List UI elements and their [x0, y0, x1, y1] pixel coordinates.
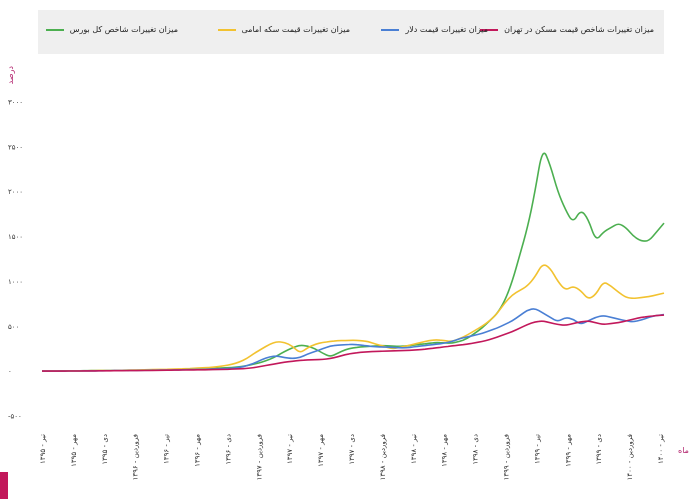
x-tick-label: تیر - ۱۴۰۰: [657, 434, 665, 464]
x-tick-label: تیر - ۱۳۹۸: [410, 434, 418, 464]
y-tick-label: -۵۰۰: [8, 413, 22, 421]
x-tick-label: فروردین - ۱۳۹۸: [379, 434, 387, 480]
chart-legend: میزان تغییرات شاخص قیمت مسکن در تهران می…: [38, 10, 664, 54]
y-tick-label: ۳۰۰۰: [8, 99, 23, 107]
legend-label-housing: میزان تغییرات شاخص قیمت مسکن در تهران: [504, 25, 654, 34]
x-tick-label: دی - ۱۳۹۵: [101, 434, 109, 465]
x-tick-label: مهر - ۱۳۹۷: [317, 434, 325, 467]
x-tick-label: فروردین - ۱۴۰۰: [626, 434, 634, 480]
legend-label-stock: میزان تغییرات شاخص کل بورس: [69, 25, 178, 34]
x-tick-label: تیر - ۱۳۹۹: [533, 434, 541, 464]
series-line-0: [41, 152, 665, 372]
y-tick-label: ۱۰۰۰: [8, 278, 23, 286]
x-tick-label: مهر - ۱۳۹۸: [441, 434, 449, 467]
legend-swatch-stock: [45, 28, 64, 31]
x-tick-label: مهر - ۱۳۹۶: [194, 434, 202, 467]
legend-entry-stock: میزان تغییرات شاخص کل بورس: [45, 25, 178, 34]
y-tick-label: ۲۰۰۰: [8, 188, 23, 196]
legend-label-dollar: میزان تغییرات قیمت دلار: [405, 25, 488, 34]
legend-label-coin: میزان تغییرات قیمت سکه امامی: [241, 25, 351, 34]
y-tick-label: ۱۵۰۰: [8, 233, 23, 241]
brand-mark: [0, 472, 8, 499]
x-tick-label: دی - ۱۳۹۷: [348, 434, 356, 465]
x-tick-label: تیر - ۱۳۹۵: [39, 434, 47, 464]
y-tick-label: ۰: [8, 368, 12, 376]
x-tick-label: دی - ۱۳۹۹: [595, 434, 603, 465]
legend-swatch-coin: [217, 28, 236, 31]
legend-entry-coin: میزان تغییرات قیمت سکه امامی: [217, 25, 351, 34]
x-axis-label: ماه: [678, 446, 689, 455]
x-tick-label: فروردین - ۱۳۹۶: [132, 434, 140, 480]
x-tick-label: تیر - ۱۳۹۶: [163, 434, 171, 464]
series-line-3: [41, 314, 665, 372]
x-tick-label: مهر - ۱۳۹۵: [70, 434, 78, 467]
x-tick-label: تیر - ۱۳۹۷: [286, 434, 294, 464]
legend-swatch-housing: [480, 28, 499, 31]
y-tick-label: ۵۰۰: [8, 323, 19, 331]
x-tick-label: فروردین - ۱۳۹۹: [503, 434, 511, 480]
x-tick-label: مهر - ۱۳۹۹: [564, 434, 572, 467]
x-tick-label: دی - ۱۳۹۶: [224, 434, 232, 465]
x-tick-label: فروردین - ۱۳۹۷: [255, 434, 263, 480]
x-tick-label: دی - ۱۳۹۸: [472, 434, 480, 465]
legend-entry-housing: میزان تغییرات شاخص قیمت مسکن در تهران: [480, 25, 654, 34]
legend-swatch-dollar: [381, 28, 400, 31]
y-tick-label: ۲۵۰۰: [8, 143, 23, 151]
legend-entry-dollar: میزان تغییرات قیمت دلار: [381, 25, 488, 34]
